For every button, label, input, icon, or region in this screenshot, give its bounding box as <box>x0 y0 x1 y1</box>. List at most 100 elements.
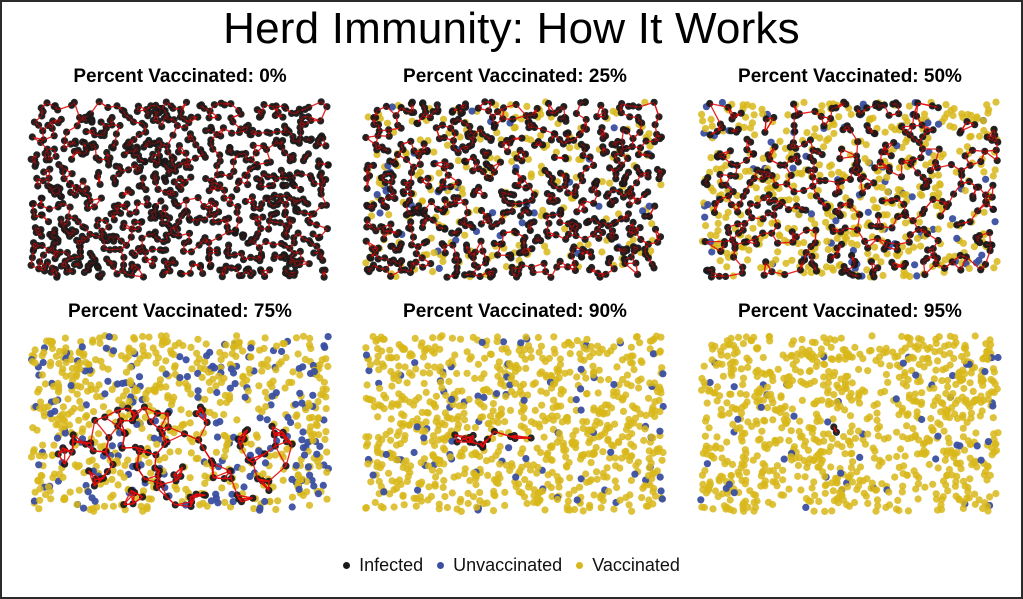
infected-point-core <box>136 227 141 232</box>
infected-point-core <box>119 168 124 174</box>
unvaccinated-point <box>373 191 381 199</box>
infected-point-core <box>75 219 81 224</box>
infected-point-core <box>128 143 133 148</box>
infected-point-core <box>185 137 191 142</box>
infected-point-core <box>311 211 316 216</box>
infected-point-core <box>281 172 286 178</box>
infected-point-core <box>136 104 141 109</box>
infected-point-core <box>77 115 82 120</box>
infected-point-core <box>160 213 166 218</box>
infected-point-core <box>226 216 231 221</box>
infected-point-core <box>119 238 124 244</box>
infected-point-core <box>160 272 165 277</box>
infected-point-core <box>59 117 64 122</box>
infected-point-core <box>290 134 296 139</box>
infected-point-core <box>65 221 70 226</box>
infected-point-core <box>227 145 233 151</box>
infected-point-core <box>206 240 211 245</box>
infected-point-core <box>219 101 224 106</box>
infected-point-core <box>292 258 297 264</box>
infected-point-core <box>67 256 73 261</box>
infected-point-core <box>294 207 300 212</box>
infected-point-core <box>106 162 111 168</box>
vaccinated-point <box>435 169 443 177</box>
infected-point-core <box>226 247 231 253</box>
infected-point-core <box>200 271 205 276</box>
infected-point-core <box>220 274 225 279</box>
infected-point-core <box>307 261 312 266</box>
vaccinated-point <box>383 119 392 127</box>
infected-point-core <box>317 254 323 260</box>
infected-point-core <box>112 217 117 222</box>
infected-point-core <box>206 256 212 261</box>
infected-point-core <box>216 219 221 224</box>
infected-point-core <box>323 177 328 182</box>
infected-point-core <box>78 254 83 260</box>
infected-point-core <box>234 187 239 192</box>
infected-point-core <box>264 130 270 135</box>
infected-point-core <box>176 149 181 155</box>
infected-point-core <box>65 266 70 271</box>
infected-point-core <box>189 249 194 254</box>
infected-point-core <box>138 165 143 170</box>
infected-point-core <box>63 259 68 264</box>
infected-point-core <box>226 253 231 259</box>
infected-point-core <box>280 115 286 120</box>
infected-point-core <box>162 258 167 264</box>
infected-point-core <box>228 101 233 106</box>
vaccinated-point <box>527 173 535 181</box>
infected-point-core <box>222 217 228 222</box>
infected-point-core <box>272 252 278 258</box>
vaccinated-point <box>537 131 545 139</box>
infected-point-core <box>38 140 43 145</box>
infected-point-core <box>139 219 144 224</box>
infected-point-core <box>117 247 123 252</box>
infected-point-core <box>265 174 270 179</box>
infected-point-core <box>83 150 89 155</box>
infected-point-core <box>319 203 324 208</box>
infected-point-core <box>262 274 267 279</box>
infected-point-core <box>51 241 57 246</box>
infected-point-core <box>68 190 73 195</box>
infected-point-core <box>243 157 249 163</box>
infected-point-core <box>145 202 150 208</box>
panel-title-25: Percent Vaccinated: 25% <box>403 66 627 87</box>
infected-point-core <box>157 160 162 165</box>
chart-title: Herd Immunity: How It Works <box>223 4 800 53</box>
infected-point-core <box>316 138 321 143</box>
infected-point-core <box>166 116 171 121</box>
infected-point-core <box>45 259 50 265</box>
infected-point-core <box>215 247 220 252</box>
infected-point-core <box>41 178 46 183</box>
infected-point-core <box>53 154 59 159</box>
infected-point-core <box>56 162 61 167</box>
infected-point-core <box>254 150 259 156</box>
infected-point-core <box>136 153 141 158</box>
infected-point-core <box>40 109 46 114</box>
infected-point-core <box>218 133 223 139</box>
infected-point-core <box>104 150 110 155</box>
infected-point-core <box>263 239 268 244</box>
infected-point-core <box>99 271 105 276</box>
vaccinated-point <box>458 185 466 193</box>
infected-point-core <box>289 111 294 116</box>
infected-point-core <box>176 184 181 189</box>
vaccinated-point <box>561 225 569 233</box>
infected-point-core <box>311 250 316 256</box>
infected-point-core <box>45 151 51 156</box>
infected-point-core <box>97 99 102 104</box>
infected-point-core <box>290 218 295 223</box>
vaccinated-point <box>566 144 574 152</box>
vaccinated-point <box>444 141 452 149</box>
infected-point-core <box>89 145 95 150</box>
infected-point-core <box>173 261 178 266</box>
infected-point-core <box>255 220 261 226</box>
infected-point-core <box>198 147 203 152</box>
infected-point-core <box>176 219 181 224</box>
infected-point-core <box>300 114 305 120</box>
infected-point-core <box>295 170 300 176</box>
infected-point-core <box>153 212 159 218</box>
infected-point-core <box>143 257 148 262</box>
infected-point-core <box>298 130 303 135</box>
infected-point-core <box>165 165 171 170</box>
